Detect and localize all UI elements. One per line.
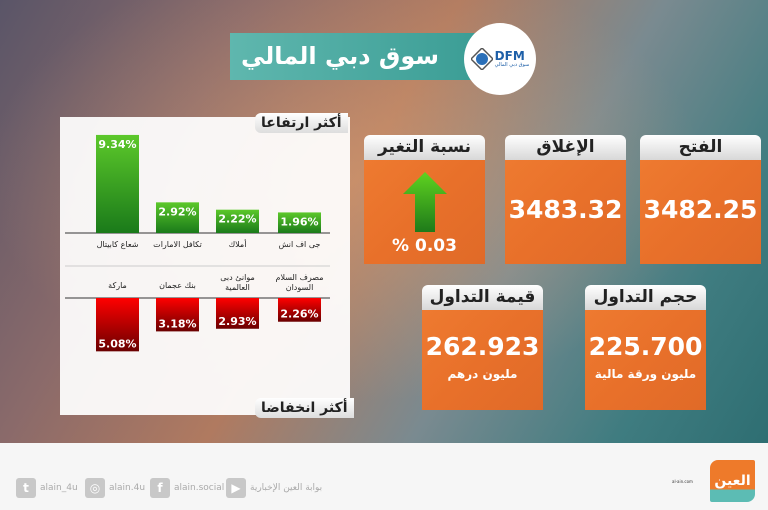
traded-value-card: قيمة التداول 262.923 مليون درهم (422, 285, 543, 410)
dfm-emblem-icon (470, 48, 493, 70)
footer (0, 443, 768, 510)
loser-value-label: 2.26% (280, 308, 318, 321)
gainer-bar (278, 212, 321, 233)
losers-label: أكثر انخفاضا (255, 398, 354, 418)
gainer-name: تكافل الامارات (153, 240, 202, 249)
facebook-link[interactable]: f alain.social (150, 478, 224, 498)
logo-subtext: سوق دبي المالي (494, 62, 530, 68)
page-title: سوق دبي المالي (230, 33, 480, 80)
change-card: نسبة التغير % 0.03 (364, 135, 485, 264)
gainer-value-label: 1.96% (280, 215, 318, 228)
gainer-bar (96, 134, 139, 233)
instagram-handle: alain.4u (109, 483, 146, 493)
loser-name: مصرف السلام السودان (276, 273, 324, 292)
loser-value-label: 2.93% (218, 315, 256, 328)
loser-value-label: 3.18% (158, 317, 196, 330)
youtube-icon: ▶ (226, 478, 246, 498)
dfm-logo: DFM سوق دبي المالي (464, 23, 536, 95)
movers-chart: 9.34% شعاع كابيتال 2.92% تكافل الامارات 2.22… (65, 134, 330, 352)
gainer-bar (216, 209, 259, 233)
traded-volume-value: 225.700 (588, 332, 703, 361)
gainer-value-label: 9.34% (98, 138, 136, 151)
alain-logo: العين (710, 460, 755, 502)
loser-bar (156, 298, 199, 332)
arrow-up-icon (402, 172, 447, 232)
loser-name: ماركة (108, 281, 127, 290)
movers-panel: 9.34% شعاع كابيتال 2.92% تكافل الامارات 2.22… (60, 117, 350, 415)
traded-value-unit: مليون درهم (447, 367, 518, 381)
loser-bar (278, 298, 321, 322)
logo-text: DFM (494, 49, 525, 63)
loser-value-label: 5.08% (98, 337, 136, 350)
gainer-value-label: 2.22% (218, 213, 256, 226)
site-url: al-ain.com (672, 479, 693, 484)
open-label: الفتح (640, 135, 761, 160)
change-label: نسبة التغير (364, 135, 485, 160)
loser-bar (96, 298, 139, 352)
open-value: 3482.25 (640, 160, 761, 264)
facebook-icon: f (150, 478, 170, 498)
gainer-value-label: 2.92% (158, 205, 196, 218)
traded-value-label: قيمة التداول (422, 285, 543, 310)
twitter-link[interactable]: t alain_4u (16, 478, 78, 498)
instagram-icon: ◎ (85, 478, 105, 498)
twitter-icon: t (16, 478, 36, 498)
twitter-handle: alain_4u (40, 483, 78, 493)
loser-name: موانئ دبى العالمية (220, 273, 255, 292)
traded-volume-label: حجم التداول (585, 285, 706, 310)
close-label: الإغلاق (505, 135, 626, 160)
loser-name: بنك عجمان (159, 281, 196, 290)
gainer-name: أملاك (229, 239, 247, 249)
facebook-handle: alain.social (174, 483, 225, 493)
gainer-bar (156, 202, 199, 233)
change-value: % 0.03 (392, 236, 457, 256)
youtube-handle: بوابة العين الإخبارية (250, 483, 323, 493)
youtube-link[interactable]: ▶ بوابة العين الإخبارية (226, 478, 322, 498)
traded-volume-unit: مليون ورقة مالية (594, 367, 697, 381)
instagram-link[interactable]: ◎ alain.4u (85, 478, 145, 498)
gainer-name: جى اف انش (279, 240, 321, 249)
traded-value-value: 262.923 (425, 332, 540, 361)
open-card: الفتح 3482.25 (640, 135, 761, 264)
gainer-name: شعاع كابيتال (97, 240, 139, 249)
close-card: الإغلاق 3483.32 (505, 135, 626, 264)
loser-bar (216, 298, 259, 329)
traded-volume-card: حجم التداول 225.700 مليون ورقة مالية (585, 285, 706, 410)
gainers-label: أكثر ارتفاعا (255, 113, 348, 133)
close-value: 3483.32 (505, 160, 626, 264)
